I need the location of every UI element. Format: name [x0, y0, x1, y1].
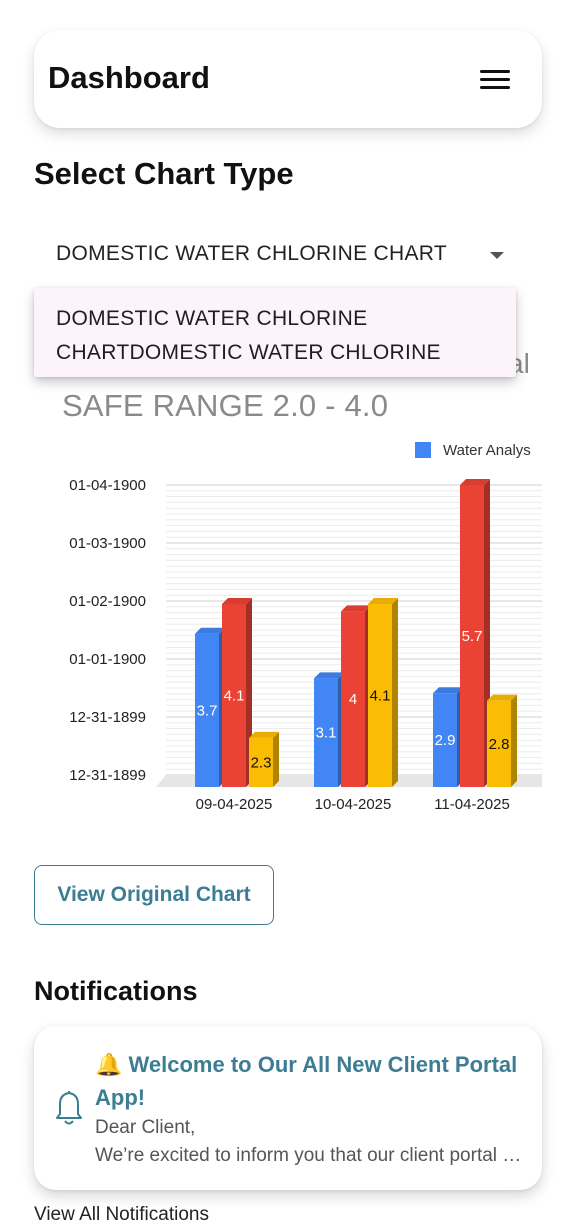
- notification-title-text: Welcome to Our All New Client Portal App…: [95, 1052, 518, 1110]
- bar: [314, 678, 338, 787]
- legend-label: Water Analys: [443, 442, 531, 459]
- bar: [341, 611, 365, 787]
- bar-side: [392, 597, 398, 787]
- chart-type-option[interactable]: CHARTDOMESTIC WATER CHLORINE: [56, 341, 441, 364]
- bar: [487, 700, 511, 787]
- view-all-notifications-link[interactable]: View All Notifications: [34, 1204, 209, 1225]
- bar-top: [249, 731, 279, 738]
- bar-top: [222, 597, 252, 604]
- data-label: 2.8: [489, 736, 510, 753]
- y-tick-label: 12-31-1899: [69, 709, 146, 726]
- bar-top: [487, 694, 517, 701]
- bar-top: [314, 672, 344, 679]
- bar-top: [341, 605, 371, 612]
- data-label: 3.1: [316, 725, 337, 742]
- bar-top: [368, 597, 398, 604]
- y-tick-label: 01-02-1900: [69, 593, 146, 610]
- dropdown-arrow-icon: [490, 252, 504, 259]
- bar: [433, 693, 457, 787]
- bar-top: [433, 687, 463, 694]
- legend-swatch: [415, 442, 431, 458]
- menu-line: [480, 78, 510, 81]
- notification-card[interactable]: 🔔 Welcome to Our All New Client Portal A…: [34, 1026, 542, 1190]
- x-tick-label: 11-04-2025: [434, 796, 510, 813]
- notification-body: Dear Client, We’re excited to inform you…: [95, 1114, 525, 1170]
- x-tick-label: 10-04-2025: [315, 796, 392, 813]
- bar-side: [273, 731, 279, 787]
- menu-line: [480, 86, 510, 89]
- bar: [249, 737, 273, 787]
- bar-side: [511, 694, 517, 787]
- data-label: 3.7: [197, 702, 218, 719]
- data-label: 4: [349, 691, 357, 708]
- bar-chart: 01-04-1900 01-03-1900 01-02-1900 01-01-1900…: [69, 442, 542, 813]
- chart-type-option[interactable]: DOMESTIC WATER CHLORINE: [56, 307, 368, 330]
- y-tick-label: 01-04-1900: [69, 477, 146, 494]
- bar-top: [460, 479, 490, 485]
- app-header: Dashboard: [34, 30, 542, 128]
- notification-title: 🔔 Welcome to Our All New Client Portal A…: [95, 1048, 535, 1114]
- chart-type-selected-value: DOMESTIC WATER CHLORINE CHART: [56, 242, 447, 265]
- chart-subtitle: SAFE RANGE 2.0 - 4.0: [62, 388, 389, 423]
- bar-top: [195, 627, 225, 634]
- chart-type-options-menu[interactable]: DOMESTIC WATER CHLORINE CHARTDOMESTIC WA…: [34, 288, 516, 377]
- bell-icon: [56, 1091, 82, 1125]
- page-title: Dashboard: [48, 60, 210, 95]
- data-label: 5.7: [462, 628, 483, 645]
- bar: [195, 633, 219, 787]
- data-label: 4.1: [370, 687, 391, 704]
- menu-line: [480, 70, 510, 73]
- bar: [368, 603, 392, 787]
- data-label: 2.9: [435, 732, 456, 749]
- notification-body-line: We’re excited to inform you that our cli…: [95, 1145, 525, 1166]
- view-original-chart-button[interactable]: View Original Chart: [34, 865, 274, 925]
- data-label: 2.3: [251, 754, 272, 771]
- notification-body-line: Dear Client,: [95, 1117, 196, 1138]
- data-label: 4.1: [224, 687, 245, 704]
- y-tick-label: 01-01-1900: [69, 651, 146, 668]
- y-tick-label: 12-31-1899: [69, 767, 146, 784]
- select-chart-type-heading: Select Chart Type: [34, 156, 294, 191]
- chart-type-dropdown[interactable]: DOMESTIC WATER CHLORINE CHART: [56, 238, 516, 270]
- notifications-heading: Notifications: [34, 976, 198, 1006]
- y-tick-label: 01-03-1900: [69, 535, 146, 552]
- x-tick-label: 09-04-2025: [196, 796, 273, 813]
- hamburger-menu-icon[interactable]: [480, 68, 510, 90]
- chart-container: al SAFE RANGE 2.0 - 4.0 01-04-1900 01-03-…: [0, 340, 576, 820]
- bell-emoji-icon: 🔔: [95, 1052, 123, 1077]
- bar: [222, 603, 246, 787]
- bar: [460, 485, 484, 787]
